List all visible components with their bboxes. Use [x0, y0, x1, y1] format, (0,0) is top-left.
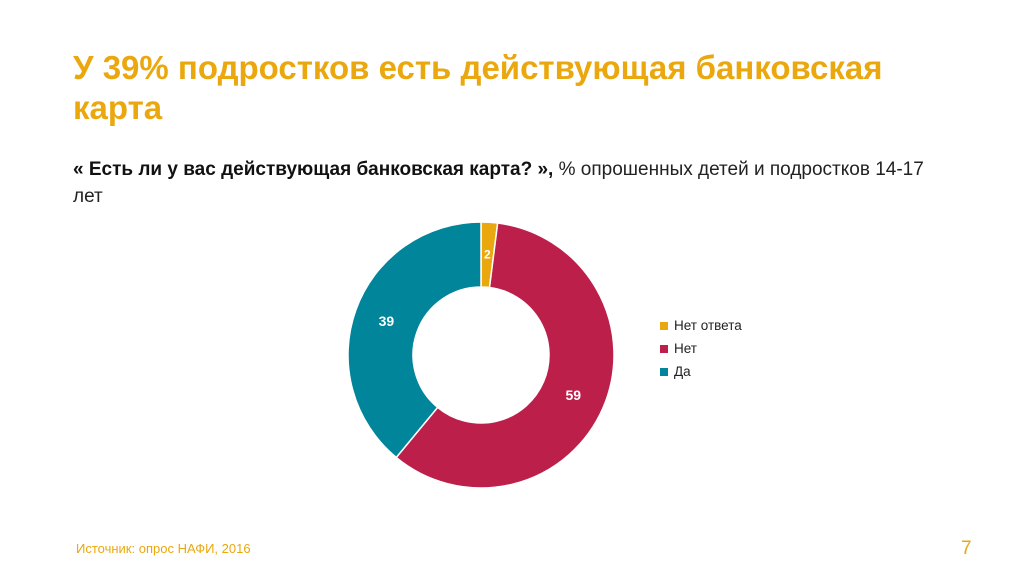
data-label-да: 39 [379, 313, 395, 329]
legend-label: Нет ответа [674, 318, 742, 333]
donut-data-labels: 2 59 39 [379, 248, 582, 403]
donut-slices [347, 221, 615, 489]
data-label-нет-ответа: 2 [484, 248, 491, 262]
survey-question: « Есть ли у вас действующая банковская к… [73, 159, 554, 180]
page-number: 7 [961, 538, 972, 559]
data-label-нет: 59 [565, 387, 581, 403]
chart-legend: Нет ответа Нет Да [660, 314, 742, 383]
survey-description: % опрошенных детей и подростков 14-17 ле… [73, 159, 924, 207]
legend-item-нет-ответа: Нет ответа [660, 314, 742, 337]
donut-slice-да [347, 221, 482, 459]
chart-subtitle: « Есть ли у вас действующая банковская к… [73, 156, 933, 210]
source-note: Источник: опрос НАФИ, 2016 [76, 541, 251, 556]
donut-slice-нет [395, 222, 615, 489]
legend-swatch [660, 321, 668, 330]
legend-label: Нет [674, 341, 697, 356]
legend-label: Да [674, 364, 691, 379]
legend-swatch [660, 367, 668, 376]
slide-title: У 39% подростков есть действующая банков… [73, 49, 883, 126]
legend-item-нет: Нет [660, 337, 742, 360]
legend-swatch [660, 344, 668, 353]
legend-item-да: Да [660, 360, 742, 383]
